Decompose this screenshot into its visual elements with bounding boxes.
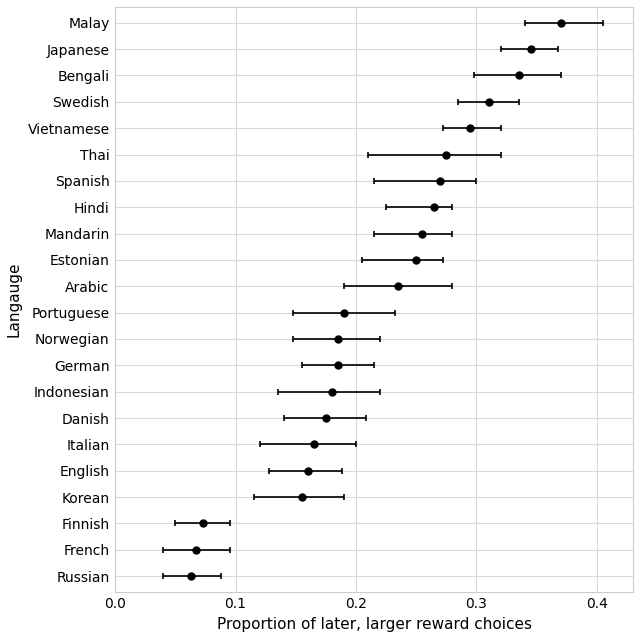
Y-axis label: Langauge: Langauge bbox=[7, 262, 22, 337]
X-axis label: Proportion of later, larger reward choices: Proportion of later, larger reward choic… bbox=[216, 617, 532, 632]
